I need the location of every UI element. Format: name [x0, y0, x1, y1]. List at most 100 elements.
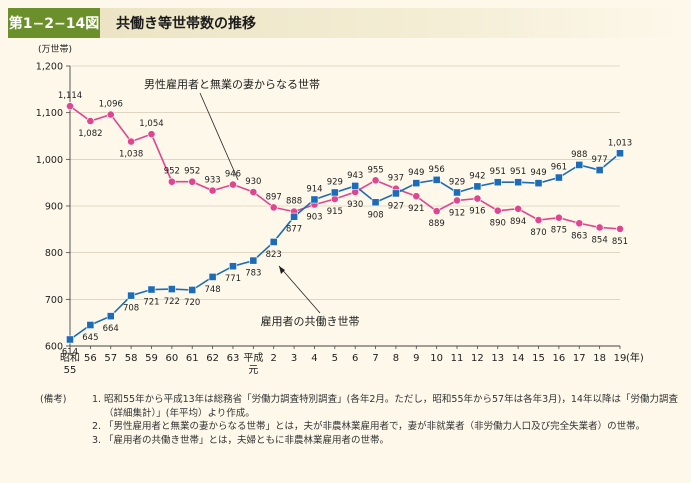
x-tick-label: 9 — [413, 353, 419, 364]
x-tick-label: 16 — [553, 353, 566, 364]
series-1-point — [473, 194, 482, 203]
data-label: 946 — [225, 170, 241, 180]
note-item: 2. 「男性雇用者と無業の妻からなる世帯」とは，夫が非農林業雇用者で，妻が非就業… — [92, 420, 682, 434]
data-label: 890 — [490, 219, 506, 229]
x-tick-label: 15 — [532, 353, 545, 364]
x-tick-label: 55 — [64, 365, 77, 376]
series-1-point — [167, 177, 176, 186]
data-label: 1,082 — [78, 129, 102, 139]
x-tick-label: 56 — [84, 353, 97, 364]
data-label: 949 — [530, 168, 546, 178]
data-label: 914 — [306, 184, 322, 194]
series-1-point — [453, 196, 461, 205]
note-text: 「雇用者の共働き世帯」とは，夫婦ともに非農林業雇用者の世帯。 — [104, 434, 390, 446]
note-number: 3. — [92, 434, 102, 446]
x-tick-label: 12 — [471, 353, 484, 364]
series-1-point — [371, 176, 380, 185]
series-1-point — [595, 223, 604, 232]
y-tick-label: 1,100 — [36, 108, 63, 119]
data-label: 908 — [367, 210, 383, 220]
x-tick-label: 61 — [186, 353, 199, 364]
series-2-point — [595, 166, 604, 174]
series-1-point — [534, 216, 543, 224]
data-label: 977 — [592, 155, 608, 165]
series-1-point — [106, 110, 115, 119]
series-2-point — [188, 286, 197, 294]
series-2-point — [269, 238, 278, 246]
data-label: 961 — [551, 163, 567, 173]
x-tick-label: 58 — [125, 353, 138, 364]
y-tick-label: 900 — [45, 202, 63, 213]
x-tick-label: 3 — [291, 353, 297, 364]
data-label: 823 — [266, 250, 282, 260]
series-1-name: 男性雇用者と無業の妻からなる世帯 — [144, 77, 320, 91]
series-2-point — [514, 178, 523, 187]
data-label: 708 — [123, 304, 139, 314]
y-tick-label: 600 — [45, 342, 63, 353]
note-text: 「男性雇用者と無業の妻からなる世帯」とは，夫が非農林業雇用者で，妻が非就業者（非… — [104, 421, 646, 432]
data-label: 956 — [429, 165, 445, 175]
data-label: 863 — [571, 231, 587, 241]
x-tick-label: 4 — [311, 353, 317, 364]
x-tick-label: 62 — [206, 353, 219, 364]
series-1-point — [188, 177, 197, 186]
data-label: 952 — [164, 167, 180, 177]
data-label: 783 — [245, 269, 261, 279]
note-text: 昭和55年から平成13年は総務省「労働力調査特別調査」(各年2月。ただし，昭和5… — [104, 394, 678, 419]
series-2-point — [616, 149, 624, 158]
x-tick-label: 17 — [573, 353, 586, 364]
data-label: 889 — [429, 219, 445, 229]
data-label: 921 — [408, 204, 424, 214]
data-label: 912 — [449, 208, 465, 218]
data-label: 933 — [204, 176, 220, 186]
data-label: 854 — [592, 235, 608, 245]
data-label: 1,114 — [58, 91, 82, 101]
series-2-point — [330, 188, 339, 197]
x-tick-label: 元 — [248, 365, 258, 376]
series-2-point — [392, 189, 400, 198]
data-label: 870 — [530, 228, 546, 238]
data-label: 875 — [551, 226, 567, 236]
data-label: 877 — [286, 225, 302, 235]
series-1-point — [330, 195, 339, 203]
data-label: 927 — [388, 201, 404, 211]
x-tick-label: 平成 — [243, 352, 263, 364]
data-label: 721 — [143, 298, 159, 308]
data-label: 955 — [367, 165, 383, 175]
series-2-point — [106, 312, 115, 321]
x-tick-label: 2 — [271, 353, 277, 364]
note-number: 1. — [92, 394, 102, 405]
data-label: 645 — [82, 333, 98, 343]
x-axis-unit: (年) — [626, 351, 644, 364]
data-label: 929 — [327, 177, 343, 187]
data-label: 722 — [164, 297, 180, 307]
series-2-point — [229, 262, 237, 271]
x-tick-label: 18 — [593, 353, 606, 364]
data-label: 929 — [449, 177, 465, 187]
series-2-point — [249, 256, 258, 265]
series-1-point — [616, 224, 624, 233]
series-2-pointer-arrow — [279, 266, 285, 274]
series-2-point — [351, 182, 360, 190]
series-1-point — [86, 117, 95, 125]
data-label: 1,096 — [99, 100, 123, 110]
notes-list: 1. 昭和55年から平成13年は総務省「労働力調査特別調査」(各年2月。ただし，… — [92, 393, 682, 447]
series-2-point — [412, 179, 421, 188]
data-label: 664 — [103, 324, 119, 334]
data-label: 894 — [510, 217, 526, 227]
x-tick-label: 57 — [104, 353, 117, 364]
data-label: 1,038 — [119, 150, 143, 160]
series-2-point — [147, 285, 156, 294]
series-2-point — [208, 273, 217, 281]
y-tick-label: 700 — [45, 295, 63, 306]
data-label: 951 — [490, 167, 506, 177]
data-label: 1,054 — [139, 119, 163, 129]
data-label: 897 — [266, 192, 282, 202]
series-1-point — [66, 102, 74, 111]
note-item: 3. 「雇用者の共働き世帯」とは，夫婦ともに非農林業雇用者の世帯。 — [92, 434, 682, 448]
y-tick-label: 1,200 — [36, 62, 63, 73]
series-2-point — [473, 182, 482, 191]
data-label: 903 — [306, 213, 322, 223]
series-2-point — [290, 212, 298, 221]
